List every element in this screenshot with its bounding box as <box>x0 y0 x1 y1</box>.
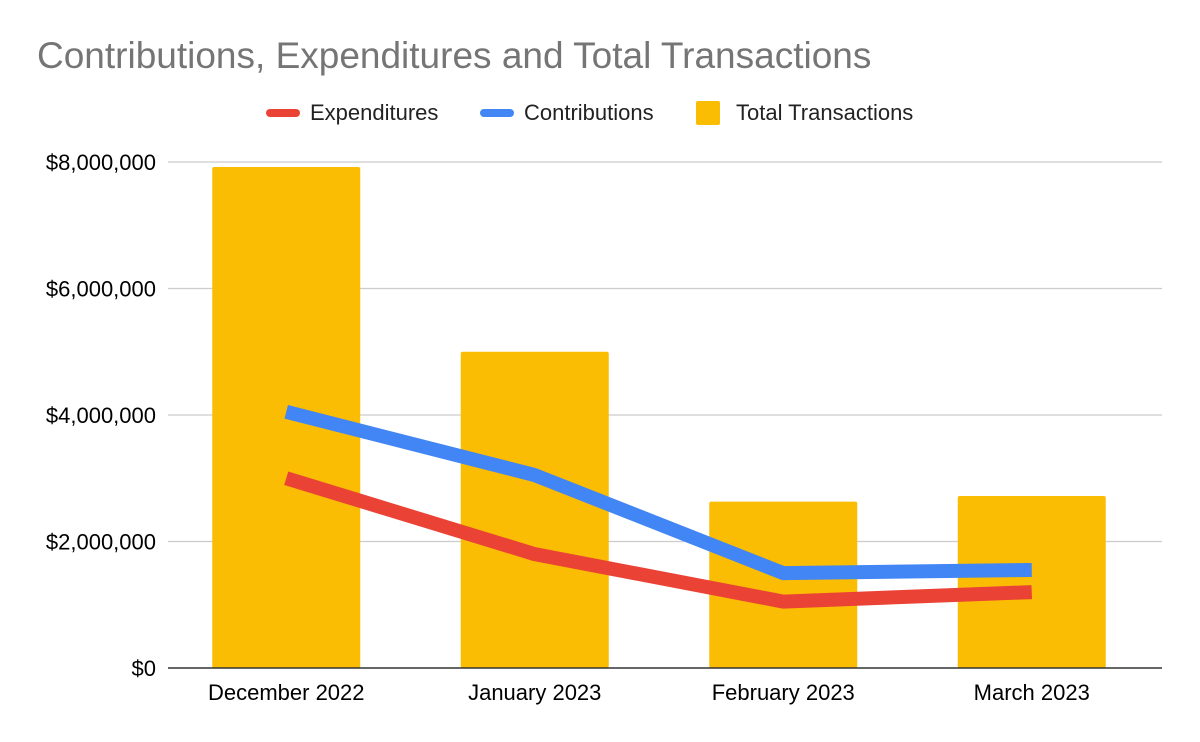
legend-label: Contributions <box>524 100 654 125</box>
x-tick-label: March 2023 <box>974 680 1090 705</box>
x-tick-label: February 2023 <box>712 680 855 705</box>
line-contributions <box>284 405 1032 581</box>
y-tick-label: $0 <box>132 656 156 681</box>
x-axis-ticks: December 2022 January 2023 February 2023 Ma… <box>208 680 1090 705</box>
x-tick-label: December 2022 <box>208 680 365 705</box>
y-tick-label: $8,000,000 <box>46 150 156 175</box>
bar-total-transactions <box>709 501 858 668</box>
bar-total-transactions <box>460 351 609 668</box>
x-tick-label: January 2023 <box>468 680 601 705</box>
y-tick-label: $6,000,000 <box>46 277 156 302</box>
legend: Expenditures Contributions Total Transacti… <box>266 100 913 125</box>
legend-label: Total Transactions <box>736 100 913 125</box>
legend-swatch <box>696 101 720 125</box>
y-tick-label: $4,000,000 <box>46 403 156 428</box>
lines <box>284 405 1033 609</box>
y-tick-label: $2,000,000 <box>46 530 156 555</box>
legend-item-expenditures[interactable]: Expenditures <box>266 100 438 125</box>
legend-item-contributions[interactable]: Contributions <box>480 100 654 125</box>
legend-label: Expenditures <box>310 100 438 125</box>
bar-total-transactions <box>957 495 1106 668</box>
legend-item-total-transactions[interactable]: Total Transactions <box>696 100 913 125</box>
y-axis-ticks: $0 $2,000,000 $4,000,000 $6,000,000 $8,000,0… <box>46 150 156 681</box>
line-expenditures <box>284 471 1033 609</box>
chart-title: Contributions, Expenditures and Total Tr… <box>37 35 871 76</box>
